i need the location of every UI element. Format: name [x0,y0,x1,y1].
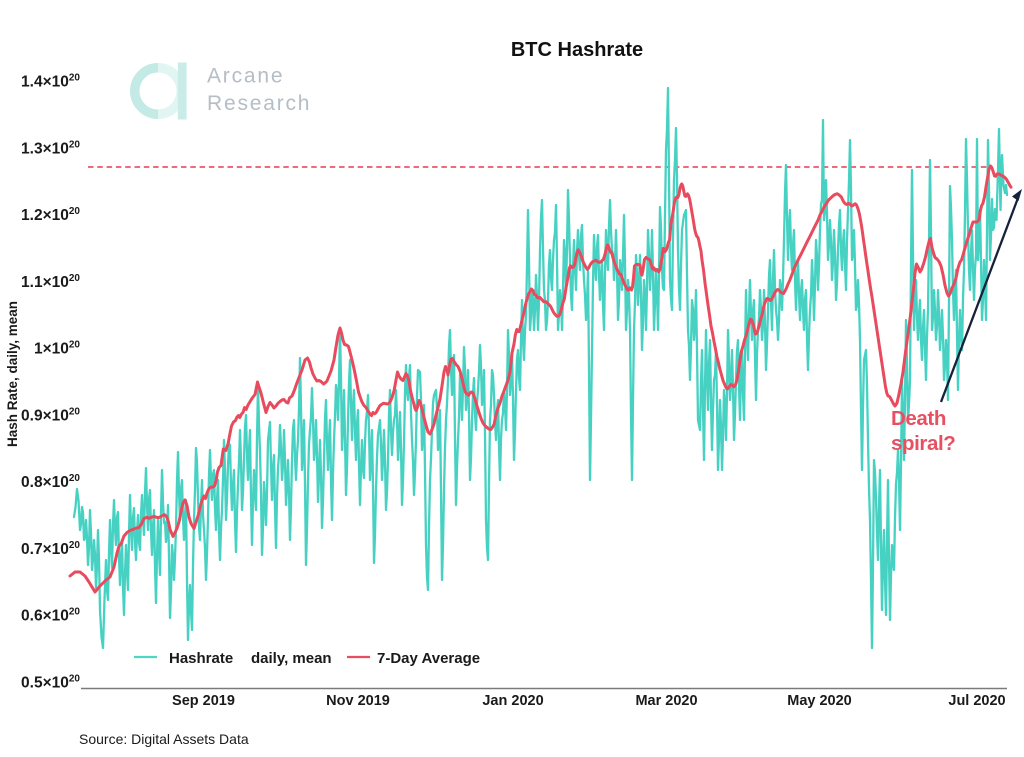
svg-text:May 2020: May 2020 [787,693,852,709]
svg-text:Mar 2020: Mar 2020 [635,693,697,709]
svg-text:0.8×1020: 0.8×1020 [21,473,80,491]
svg-text:1.1×1020: 1.1×1020 [21,273,80,291]
svg-text:BTC Hashrate: BTC Hashrate [511,39,643,61]
svg-text:0.7×1020: 0.7×1020 [21,540,80,558]
svg-text:Death: Death [891,407,946,430]
svg-text:0.5×1020: 0.5×1020 [21,674,80,692]
svg-text:Jul 2020: Jul 2020 [948,693,1005,709]
svg-text:1.2×1020: 1.2×1020 [21,206,80,224]
svg-text:1.3×1020: 1.3×1020 [21,139,80,157]
svg-text:Jan 2020: Jan 2020 [482,693,543,709]
svg-text:7-Day Average: 7-Day Average [377,650,480,667]
svg-text:Hashrate: Hashrate [169,650,233,667]
svg-text:daily, mean: daily, mean [251,650,332,667]
svg-text:Sep 2019: Sep 2019 [172,693,235,709]
svg-text:Research: Research [207,92,311,115]
svg-text:1.4×1020: 1.4×1020 [21,73,80,91]
svg-text:Nov 2019: Nov 2019 [326,693,390,709]
svg-text:Source: Digital Assets Data: Source: Digital Assets Data [79,731,249,747]
svg-text:1×1020: 1×1020 [34,340,80,358]
svg-text:spiral?: spiral? [891,432,955,455]
svg-text:0.9×1020: 0.9×1020 [21,406,80,424]
svg-text:Arcane: Arcane [207,65,284,88]
svg-text:0.6×1020: 0.6×1020 [21,607,80,625]
svg-text:Hash Rate, daily, mean: Hash Rate, daily, mean [5,301,20,447]
